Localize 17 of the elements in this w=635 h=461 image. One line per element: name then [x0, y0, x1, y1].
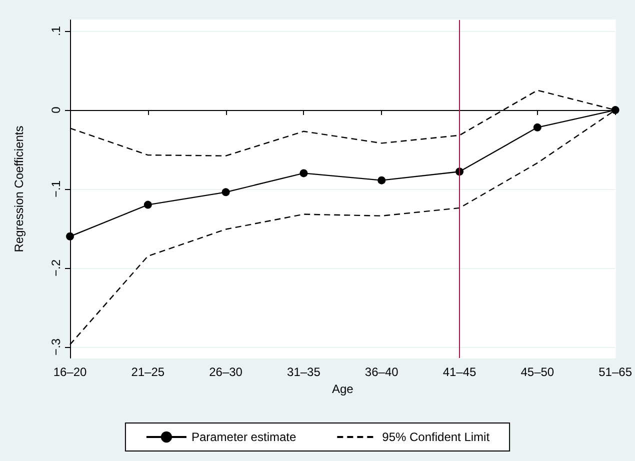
x-tick-label: 16–20	[53, 365, 88, 379]
x-tick-label: 45–50	[520, 365, 554, 379]
x-axis-title: Age	[332, 382, 354, 396]
x-tick-label: 41–45	[442, 365, 477, 379]
y-tick-label: −.1	[49, 180, 63, 198]
y-tick-label: 0	[49, 106, 63, 114]
x-tick-label: 21–25	[131, 365, 165, 379]
x-tick-label: 31–35	[287, 365, 321, 379]
x-tick-label: 26–30	[209, 365, 243, 379]
legend-label: Parameter estimate	[191, 430, 296, 444]
y-tick-label: −.3	[49, 338, 63, 356]
y-tick-label: −.2	[49, 259, 63, 276]
y-axis-title: Regression Coefficients	[12, 126, 26, 252]
x-tick-label: 36–40	[364, 365, 399, 379]
x-tick-label: 51–65	[598, 365, 632, 379]
legend-label: 95% Confident Limit	[382, 430, 490, 444]
y-tick-label: .1	[49, 26, 63, 36]
